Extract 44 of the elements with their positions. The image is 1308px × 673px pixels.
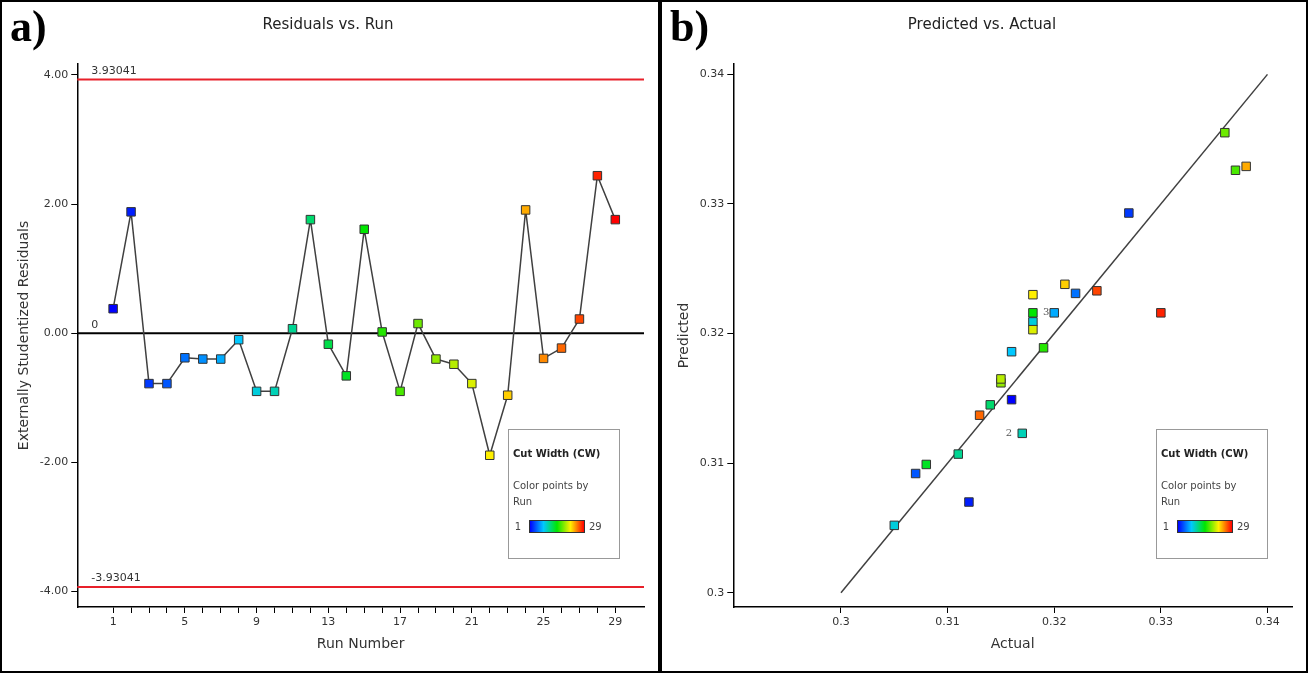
y-tick-label: 0.33 <box>699 196 725 210</box>
annotation: 29 <box>1237 520 1250 533</box>
y-axis-title: Externally Studentized Residuals <box>15 220 32 451</box>
x-tick-label: 5 <box>181 615 189 629</box>
color-bar-title: Color points by Run <box>513 479 590 509</box>
y-tick-label: 2.00 <box>43 196 69 210</box>
y-tick-label: 0.31 <box>699 456 725 470</box>
x-tick-label: 0.33 <box>1148 615 1174 629</box>
ref-line-label: 3.93041 <box>91 63 137 77</box>
x-tick-label: 13 <box>321 615 336 629</box>
chart-title: Residuals vs. Run <box>262 14 394 33</box>
text: a) <box>10 2 47 52</box>
x-tick-label: 25 <box>536 615 551 629</box>
y-tick-label: 0.3 <box>706 585 725 599</box>
y-axis-title: Predicted <box>675 302 692 369</box>
annotation: 29 <box>589 520 602 533</box>
text: b) <box>670 2 710 52</box>
x-tick-label: 29 <box>608 615 623 629</box>
y-tick-label: 4.00 <box>43 67 69 81</box>
y-tick-label: -4.00 <box>39 584 69 598</box>
annotation: 1 <box>1162 520 1169 533</box>
annotation: 1 <box>514 520 521 533</box>
x-axis-title: Actual <box>990 635 1035 652</box>
chart-title: Predicted vs. Actual <box>907 14 1057 33</box>
annotation: 2 <box>1005 426 1013 438</box>
x-tick-label: 0.32 <box>1041 615 1067 629</box>
x-tick-label: 9 <box>253 615 261 629</box>
y-tick-label: 0.34 <box>699 67 725 81</box>
y-tick-label: -2.00 <box>39 455 69 469</box>
x-tick-label: 0.3 <box>832 615 850 629</box>
x-tick-label: 1 <box>109 615 117 629</box>
ref-line-label: -3.93041 <box>91 571 141 585</box>
x-axis-title: Run Number <box>316 635 405 652</box>
legend-title: Cut Width (CW) <box>1161 448 1249 459</box>
legend-title: Cut Width (CW) <box>513 448 601 459</box>
ref-line-label: 0 <box>91 317 99 331</box>
annotation: 3 <box>1042 306 1050 318</box>
x-tick-label: 0.34 <box>1255 615 1280 629</box>
y-tick-label: 0.00 <box>43 326 69 340</box>
color-bar-title: Color points by Run <box>1161 479 1238 509</box>
x-tick-label: 21 <box>464 615 479 629</box>
x-tick-label: 17 <box>393 615 408 629</box>
x-tick-label: 0.31 <box>935 615 960 629</box>
y-tick-label: 0.32 <box>699 326 725 340</box>
